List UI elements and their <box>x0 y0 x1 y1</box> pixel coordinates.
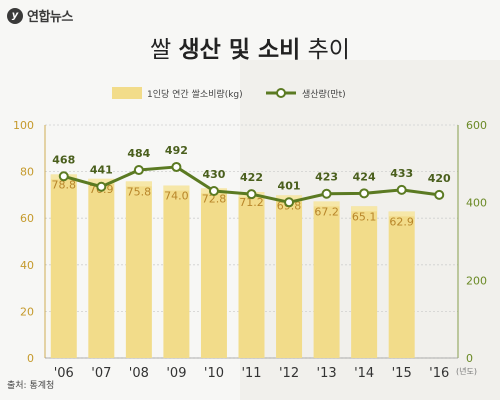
bar <box>125 181 152 358</box>
line-value-label: 401 <box>278 179 301 192</box>
title-bold: 생산 및 소비 <box>178 37 301 63</box>
bar-top-highlight <box>125 181 152 187</box>
legend-bar-swatch <box>112 87 142 99</box>
left-tick-label: 40 <box>20 259 34 272</box>
line-point <box>321 188 332 199</box>
bar-top-highlight <box>351 206 378 212</box>
line-value-label: 468 <box>52 153 75 166</box>
line-point <box>171 161 182 172</box>
legend-line-label: 생산량(만t) <box>302 88 346 100</box>
legend-bar-label: 1인당 연간 쌀소비량(kg) <box>147 88 243 100</box>
line-point <box>246 189 257 200</box>
line-point <box>284 197 295 208</box>
x-tick-label: '13 <box>317 366 337 381</box>
bar-top-highlight <box>88 178 115 184</box>
bar <box>163 185 190 358</box>
x-axis-unit: (년도) <box>456 367 477 376</box>
logo-icon: y <box>7 7 23 24</box>
right-tick-label: 0 <box>466 352 473 365</box>
x-tick-label: '07 <box>91 366 111 381</box>
x-tick-label: '16 <box>429 366 449 381</box>
line-value-label: 423 <box>315 171 338 184</box>
line-value-label: 420 <box>428 172 451 185</box>
bar-value-label: 65.1 <box>352 210 377 223</box>
line-point <box>208 186 219 197</box>
bar-value-label: 78.8 <box>52 178 77 191</box>
line-value-label: 484 <box>127 147 150 160</box>
title-part2: 추이 <box>300 37 350 63</box>
line-value-label: 430 <box>202 168 225 181</box>
bar-value-label: 75.8 <box>127 185 152 198</box>
bar-value-label: 67.2 <box>314 205 339 218</box>
right-tick-label: 200 <box>466 274 487 287</box>
line-point <box>133 165 144 176</box>
bar <box>313 201 340 358</box>
bar <box>238 192 265 358</box>
bar-value-label: 74.0 <box>164 190 189 203</box>
x-tick-label: '12 <box>279 366 299 381</box>
chart-title: 쌀 생산 및 소비 추이 <box>0 30 500 64</box>
bar-top-highlight <box>313 201 340 207</box>
x-tick-label: '11 <box>241 366 261 381</box>
bar-value-label: 71.2 <box>239 196 264 209</box>
left-tick-label: 100 <box>13 119 34 132</box>
bar <box>88 178 115 358</box>
brand-logo: y 연합뉴스 <box>7 6 73 25</box>
legend-line-marker <box>276 88 286 98</box>
line-point <box>359 188 370 199</box>
bar <box>388 211 415 358</box>
line-value-label: 433 <box>390 167 413 180</box>
x-tick-label: '15 <box>392 366 412 381</box>
bar <box>351 206 378 358</box>
bar-value-label: 62.9 <box>389 215 414 228</box>
bar <box>50 174 77 358</box>
line-value-label: 422 <box>240 171 263 184</box>
bar <box>276 195 303 358</box>
x-tick-label: '09 <box>166 366 186 381</box>
line-point <box>96 181 107 192</box>
left-tick-label: 60 <box>20 212 34 225</box>
left-tick-label: 20 <box>20 305 34 318</box>
x-tick-label: '14 <box>354 366 374 381</box>
line-point <box>58 171 69 182</box>
line-value-label: 441 <box>90 164 113 177</box>
line-point <box>396 184 407 195</box>
x-tick-label: '08 <box>129 366 149 381</box>
bar-value-label: 72.8 <box>202 192 227 205</box>
x-tick-label: '10 <box>204 366 224 381</box>
bar-top-highlight <box>388 211 415 217</box>
right-tick-label: 400 <box>466 197 487 210</box>
line-value-label: 492 <box>165 144 188 157</box>
left-tick-label: 80 <box>20 166 34 179</box>
bar-top-highlight <box>163 185 190 191</box>
logo-text: 연합뉴스 <box>27 10 73 25</box>
bar <box>200 188 227 358</box>
right-tick-label: 600 <box>466 119 487 132</box>
line-point <box>434 189 445 200</box>
title-part1: 쌀 <box>150 37 179 63</box>
source-note: 출처: 통계청 <box>7 381 55 391</box>
line-value-label: 424 <box>353 170 376 183</box>
left-tick-label: 0 <box>27 352 34 365</box>
x-tick-label: '06 <box>54 366 74 381</box>
